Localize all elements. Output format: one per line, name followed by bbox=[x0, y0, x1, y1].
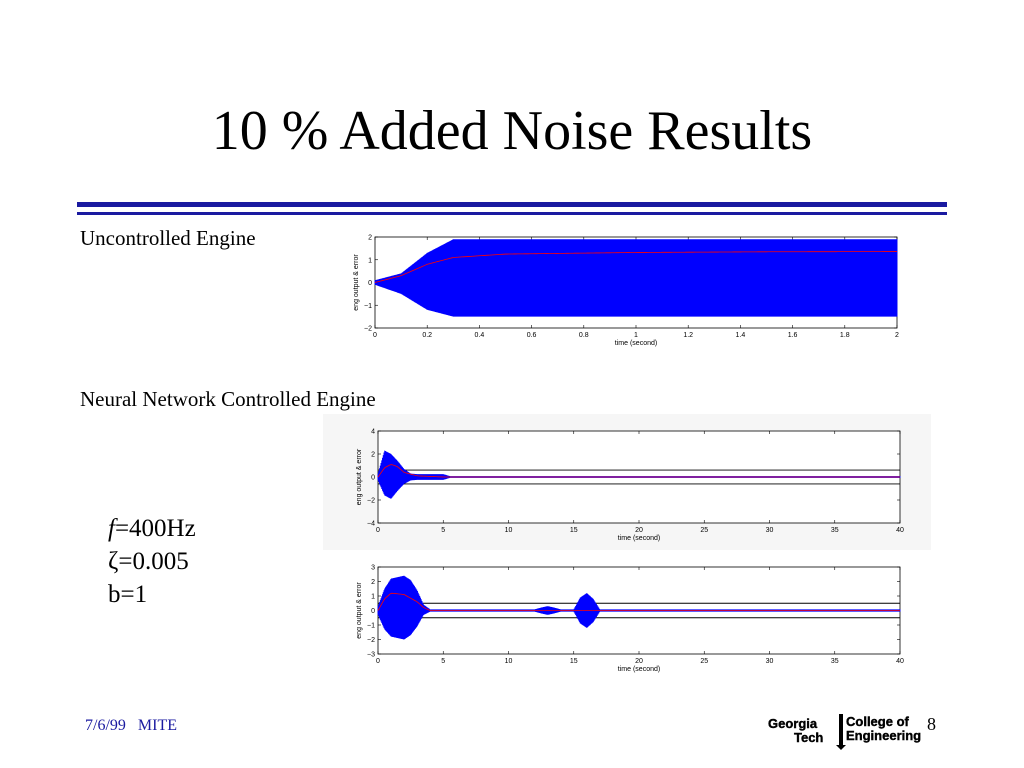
x-tick-label: 25 bbox=[700, 527, 708, 534]
y-tick-label: −3 bbox=[367, 652, 375, 659]
error-series bbox=[377, 464, 900, 478]
x-tick-label: 0 bbox=[373, 332, 377, 339]
x-tick-label: 35 bbox=[831, 527, 839, 534]
footer-date: 7/6/99 bbox=[85, 717, 126, 734]
x-tick-label: 30 bbox=[766, 658, 774, 665]
x-tick-label: 40 bbox=[896, 527, 904, 534]
y-tick-label: 0 bbox=[371, 475, 375, 482]
logo-college-of: College of bbox=[846, 714, 910, 729]
b-param: b=1 bbox=[108, 581, 148, 608]
uncontrolled-engine-plot: 0 0.2 0.4 0.6 0.8 1 1.2 1.4 1.6 1.8 2 2 1 0 −1 −2 time (… bbox=[340, 228, 910, 354]
x-tick-label: 1 bbox=[634, 332, 638, 339]
x-tick-label: 20 bbox=[635, 527, 643, 534]
x-tick-label: 40 bbox=[896, 658, 904, 665]
x-tick-label: 1.4 bbox=[736, 332, 746, 339]
x-tick-label: 2 bbox=[895, 332, 899, 339]
parameters: f=400Hz ζ=0.005 b=1 bbox=[108, 512, 196, 611]
title-divider-thick bbox=[77, 202, 947, 207]
error-series bbox=[374, 251, 897, 283]
page-number: 8 bbox=[927, 714, 936, 734]
x-tick-label: 15 bbox=[570, 658, 578, 665]
y-tick-label: −2 bbox=[367, 637, 375, 644]
y-tick-label: 0 bbox=[368, 280, 372, 287]
footer-org: MITE bbox=[137, 717, 177, 734]
x-tick-label: 30 bbox=[766, 527, 774, 534]
x-tick-label: 10 bbox=[505, 527, 513, 534]
nn-controlled-plot-2: 0 5 10 15 20 25 30 35 40 3 2 1 0 −1 −2 −3 time (second) e… bbox=[340, 558, 910, 676]
georgia-tech-logo: Georgia Tech College of Engineering bbox=[766, 712, 946, 757]
frequency-value: =400Hz bbox=[114, 515, 196, 542]
y-tick-label: 2 bbox=[368, 235, 372, 242]
y-tick-label: −1 bbox=[364, 303, 372, 310]
x-tick-label: 0 bbox=[376, 658, 380, 665]
x-tick-label: 1.2 bbox=[683, 332, 693, 339]
y-tick-label: 0 bbox=[371, 608, 375, 615]
logo-divider-icon bbox=[839, 714, 843, 748]
x-tick-label: 0.4 bbox=[475, 332, 485, 339]
damping-param: ζ=0.005 bbox=[108, 548, 189, 575]
x-tick-label: 5 bbox=[441, 658, 445, 665]
frequency-symbol: f bbox=[108, 515, 115, 542]
y-tick-label: −1 bbox=[367, 623, 375, 630]
frequency-param: f=400Hz bbox=[108, 512, 196, 545]
title-divider-thin bbox=[77, 212, 947, 215]
error-series bbox=[377, 592, 900, 611]
uncontrolled-engine-label: Uncontrolled Engine bbox=[80, 226, 256, 250]
x-tick-label: 0 bbox=[376, 527, 380, 534]
x-tick-label: 5 bbox=[441, 527, 445, 534]
y-tick-label: 4 bbox=[371, 429, 375, 436]
x-axis-label: time (second) bbox=[618, 666, 660, 673]
logo-tech: Tech bbox=[794, 730, 823, 745]
x-tick-label: 1.6 bbox=[788, 332, 798, 339]
x-axis-label: time (second) bbox=[615, 340, 657, 347]
logo-georgia: Georgia bbox=[768, 716, 818, 731]
y-tick-label: 3 bbox=[371, 565, 375, 572]
x-axis-label: time (second) bbox=[618, 535, 660, 542]
footer: 7/6/99 MITE bbox=[85, 717, 177, 735]
x-tick-label: 0.6 bbox=[527, 332, 537, 339]
nn-controlled-engine-label: Neural Network Controlled Engine bbox=[80, 387, 376, 411]
y-tick-label: −2 bbox=[367, 498, 375, 505]
y-axis-label: eng output & error bbox=[356, 448, 363, 505]
x-tick-label: 0.2 bbox=[422, 332, 432, 339]
x-tick-label: 0.8 bbox=[579, 332, 589, 339]
y-tick-label: 2 bbox=[371, 452, 375, 459]
y-tick-label: 2 bbox=[371, 579, 375, 586]
engine-output-series bbox=[374, 239, 898, 317]
x-tick-label: 35 bbox=[831, 658, 839, 665]
nn-controlled-plot-1: 0 5 10 15 20 25 30 35 40 4 2 0 −2 −4 time (second) eng … bbox=[323, 414, 931, 550]
y-tick-label: −2 bbox=[364, 326, 372, 333]
y-axis-label: eng output & error bbox=[356, 582, 363, 639]
y-axis-label: eng output & error bbox=[353, 254, 360, 311]
x-tick-label: 15 bbox=[570, 527, 578, 534]
y-tick-label: 1 bbox=[368, 257, 372, 264]
x-tick-label: 20 bbox=[635, 658, 643, 665]
x-tick-label: 1.8 bbox=[840, 332, 850, 339]
x-tick-label: 10 bbox=[505, 658, 513, 665]
y-tick-label: −4 bbox=[367, 521, 375, 528]
x-tick-label: 25 bbox=[700, 658, 708, 665]
y-tick-label: 1 bbox=[371, 594, 375, 601]
slide-title: 10 % Added Noise Results bbox=[211, 100, 813, 162]
logo-engineering: Engineering bbox=[846, 728, 921, 743]
